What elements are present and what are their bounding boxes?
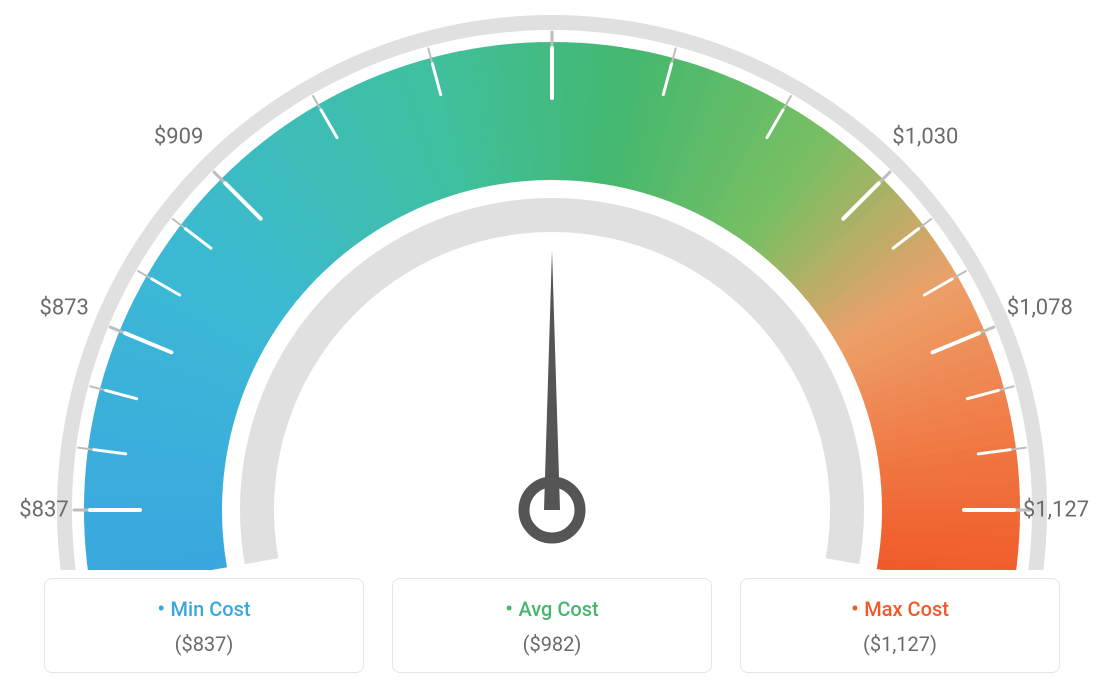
legend-card-min: Min Cost ($837)	[44, 578, 364, 673]
gauge-svg	[0, 0, 1104, 570]
legend-avg-title: Avg Cost	[393, 597, 711, 622]
legend-row: Min Cost ($837) Avg Cost ($982) Max Cost…	[0, 578, 1104, 673]
legend-max-title: Max Cost	[741, 597, 1059, 622]
gauge-tick-label: $1,127	[1023, 498, 1089, 523]
cost-gauge-widget: $837$873$909$982$1,030$1,078$1,127 Min C…	[0, 0, 1104, 690]
legend-card-max: Max Cost ($1,127)	[740, 578, 1060, 673]
gauge-area: $837$873$909$982$1,030$1,078$1,127	[0, 0, 1104, 570]
legend-min-value: ($837)	[45, 632, 363, 656]
gauge-tick-label: $1,078	[1007, 295, 1073, 320]
legend-max-value: ($1,127)	[741, 632, 1059, 656]
legend-avg-value: ($982)	[393, 632, 711, 656]
gauge-tick-label: $1,030	[892, 124, 958, 149]
gauge-tick-label: $837	[19, 498, 68, 523]
gauge-tick-label: $873	[39, 295, 88, 320]
legend-min-title: Min Cost	[45, 597, 363, 622]
legend-card-avg: Avg Cost ($982)	[392, 578, 712, 673]
gauge-tick-label: $909	[154, 124, 203, 149]
